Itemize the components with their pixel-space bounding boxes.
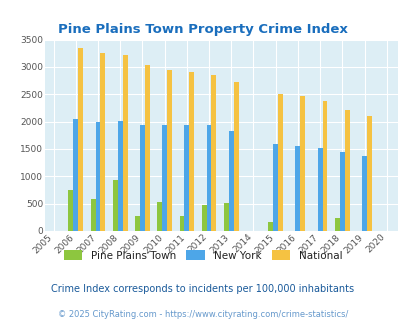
Bar [339, 152, 344, 231]
Legend: Pine Plains Town, New York, National: Pine Plains Town, New York, National [60, 246, 345, 265]
Bar [211, 75, 216, 231]
Bar [100, 53, 105, 231]
Bar [68, 190, 73, 231]
Bar [366, 115, 371, 231]
Bar [95, 122, 100, 231]
Bar [344, 110, 349, 231]
Bar [300, 96, 305, 231]
Bar [90, 199, 95, 231]
Bar [189, 72, 194, 231]
Text: Crime Index corresponds to incidents per 100,000 inhabitants: Crime Index corresponds to incidents per… [51, 284, 354, 294]
Bar [162, 125, 166, 231]
Bar [135, 216, 140, 231]
Bar [228, 131, 233, 231]
Bar [268, 222, 273, 231]
Bar [122, 55, 127, 231]
Bar [322, 101, 327, 231]
Bar [273, 144, 277, 231]
Text: Pine Plains Town Property Crime Index: Pine Plains Town Property Crime Index [58, 23, 347, 36]
Bar [295, 146, 300, 231]
Bar [145, 65, 149, 231]
Bar [78, 49, 83, 231]
Bar [157, 202, 162, 231]
Bar [179, 216, 184, 231]
Text: © 2025 CityRating.com - https://www.cityrating.com/crime-statistics/: © 2025 CityRating.com - https://www.city… [58, 310, 347, 319]
Bar [201, 205, 206, 231]
Bar [140, 125, 145, 231]
Bar [184, 125, 189, 231]
Bar [233, 82, 238, 231]
Bar [113, 180, 117, 231]
Bar [73, 119, 78, 231]
Bar [117, 121, 122, 231]
Bar [361, 155, 366, 231]
Bar [334, 218, 339, 231]
Bar [166, 70, 172, 231]
Bar [317, 148, 322, 231]
Bar [206, 125, 211, 231]
Bar [224, 203, 228, 231]
Bar [277, 94, 282, 231]
